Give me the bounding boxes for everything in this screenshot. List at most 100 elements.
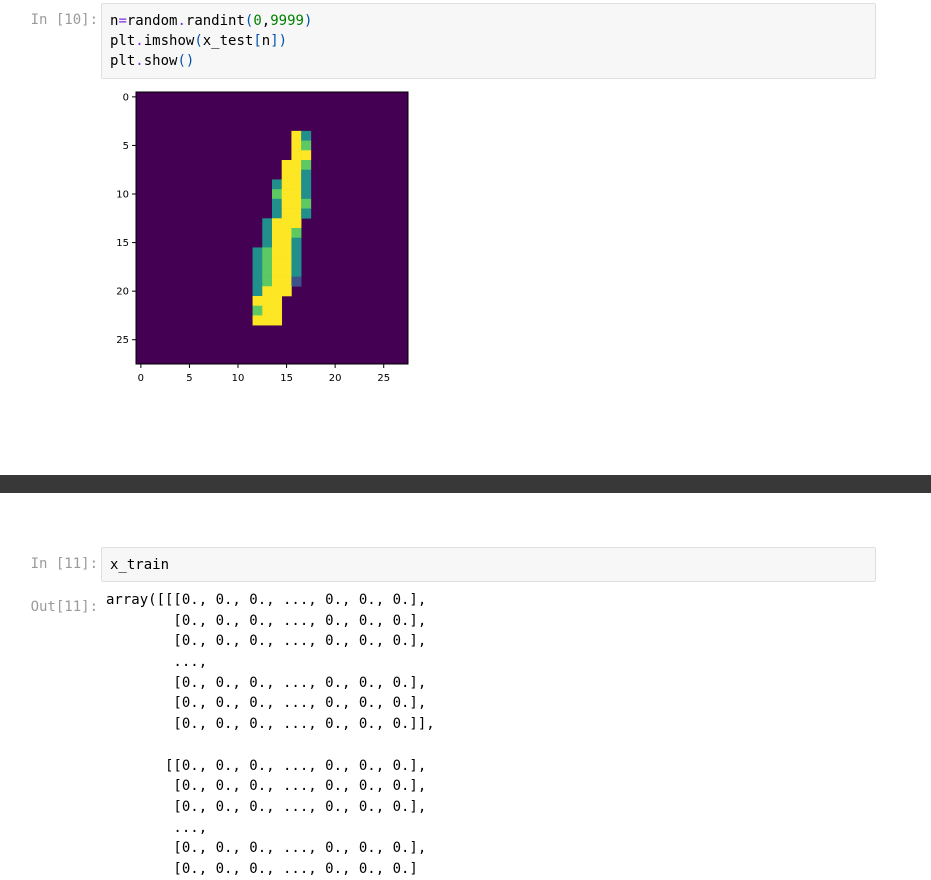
imshow-image	[136, 92, 408, 364]
heatmap-cell	[301, 160, 312, 171]
heatmap-cell	[281, 179, 292, 190]
heatmap-cell	[281, 237, 292, 248]
output-line: [0., 0., 0., ..., 0., 0., 0.],	[106, 633, 427, 650]
output-line: [0., 0., 0., ..., 0., 0., 0.],	[106, 674, 427, 691]
heatmap-cell	[291, 189, 302, 200]
heatmap-cell	[272, 179, 283, 190]
heatmap-cell	[281, 160, 292, 171]
code-token: .	[177, 13, 186, 29]
heatmap-cell	[262, 296, 273, 307]
heatmap-cell	[272, 208, 283, 219]
code-line: plt.imshow(x_test[n])	[110, 31, 867, 51]
heatmap-cell	[291, 257, 302, 268]
code-token: 0	[253, 13, 262, 29]
cell-11-code-editor[interactable]: x_train	[101, 547, 876, 582]
heatmap-cell	[252, 247, 263, 258]
output-line: [0., 0., 0., ..., 0., 0., 0.]],	[106, 716, 435, 733]
code-line: x_train	[110, 555, 867, 575]
heatmap-cell	[301, 140, 312, 151]
heatmap-cell	[272, 198, 283, 209]
heatmap-cell	[262, 266, 273, 277]
heatmap-cell	[252, 266, 263, 277]
heatmap-cell	[291, 150, 302, 161]
heatmap-cell	[281, 228, 292, 239]
heatmap-cell	[301, 208, 312, 219]
heatmap-cell	[291, 266, 302, 277]
heatmap-cell	[272, 247, 283, 258]
x-tick-label: 15	[280, 373, 293, 384]
heatmap-cell	[301, 179, 312, 190]
heatmap-cell	[252, 315, 263, 326]
heatmap-cell	[252, 276, 263, 287]
heatmap-cell	[281, 276, 292, 287]
heatmap-cell	[291, 247, 302, 258]
output-line: ...,	[106, 819, 208, 836]
code-token: x_test	[202, 33, 254, 49]
code-token: n	[261, 33, 271, 49]
heatmap-cell	[281, 266, 292, 277]
heatmap-cell	[291, 179, 302, 190]
heatmap-cell	[272, 296, 283, 307]
output-line: array([[[0., 0., 0., ..., 0., 0., 0.],	[106, 592, 427, 608]
output-line: [0., 0., 0., ..., 0., 0., 0.],	[106, 695, 427, 712]
code-token: (	[194, 33, 203, 49]
heatmap-cell	[252, 286, 263, 297]
y-tick-label: 15	[116, 238, 129, 249]
plot-ticks: 0 5 10 15 20 25 0 5 10 15 20 25	[116, 92, 390, 384]
code-token: )	[303, 13, 313, 29]
code-token: )	[278, 33, 288, 49]
output-line: [0., 0., 0., ..., 0., 0., 0.],	[106, 840, 427, 857]
code-line: n=random.randint(0,9999)	[110, 11, 867, 31]
code-token: plt	[110, 53, 136, 69]
code-token: random	[126, 13, 178, 29]
code-line: plt.show()	[110, 51, 867, 71]
x-tick-label: 20	[329, 373, 342, 384]
heatmap-cell	[281, 208, 292, 219]
heatmap-cell	[272, 276, 283, 287]
heatmap-cell	[262, 257, 273, 268]
code-token: plt	[110, 33, 136, 49]
x-tick-label: 0	[138, 373, 144, 384]
y-tick-label: 5	[123, 141, 129, 152]
y-tick-label: 0	[123, 92, 129, 103]
output-line: ...,	[106, 654, 208, 671]
cell-10-code-editor[interactable]: n=random.randint(0,9999) plt.imshow(x_te…	[101, 3, 876, 79]
heatmap-cell	[262, 247, 273, 258]
heatmap-cell	[301, 130, 312, 141]
heatmap-cell	[301, 189, 312, 200]
heatmap-cell	[272, 305, 283, 316]
code-token: .	[135, 53, 144, 69]
heatmap-cell	[262, 237, 273, 248]
heatmap-cell	[281, 257, 292, 268]
heatmap-cell	[252, 257, 263, 268]
imshow-plot: 0 5 10 15 20 25 0 5 10 15 20 25	[116, 91, 409, 384]
output-line: [0., 0., 0., ..., 0., 0., 0.],	[106, 798, 427, 815]
cell-11-prompt: In [11]:	[30, 556, 98, 572]
heatmap-cell	[301, 169, 312, 180]
heatmap-cell	[291, 276, 302, 287]
heatmap-cell	[281, 198, 292, 209]
output-line: [0., 0., 0., ..., 0., 0., 0.],	[106, 612, 427, 629]
heatmap-cell	[262, 286, 273, 297]
code-token: show	[143, 53, 178, 69]
heatmap-cell	[272, 315, 283, 326]
heatmap-cell	[272, 286, 283, 297]
heatmap-cell	[262, 218, 273, 229]
heatmap-cell	[291, 130, 302, 141]
code-token: ]	[270, 33, 279, 49]
heatmap-cell	[272, 237, 283, 248]
plot-frame	[135, 91, 409, 365]
output-line: [[0., 0., 0., ..., 0., 0., 0.],	[106, 757, 427, 774]
heatmap-cell	[291, 228, 302, 239]
x-tick-label: 5	[186, 373, 192, 384]
code-token: (	[244, 13, 254, 29]
output-line	[106, 735, 435, 756]
cell-10-prompt: In [10]:	[30, 12, 98, 28]
heatmap-cell	[252, 305, 263, 316]
code-token: x_train	[110, 557, 170, 573]
heatmap-cell	[252, 296, 263, 307]
output-line: [0., 0., 0., ..., 0., 0., 0.]	[106, 860, 418, 877]
y-tick-label: 25	[116, 335, 129, 346]
heatmap-cell	[291, 198, 302, 209]
heatmap-cell	[272, 257, 283, 268]
